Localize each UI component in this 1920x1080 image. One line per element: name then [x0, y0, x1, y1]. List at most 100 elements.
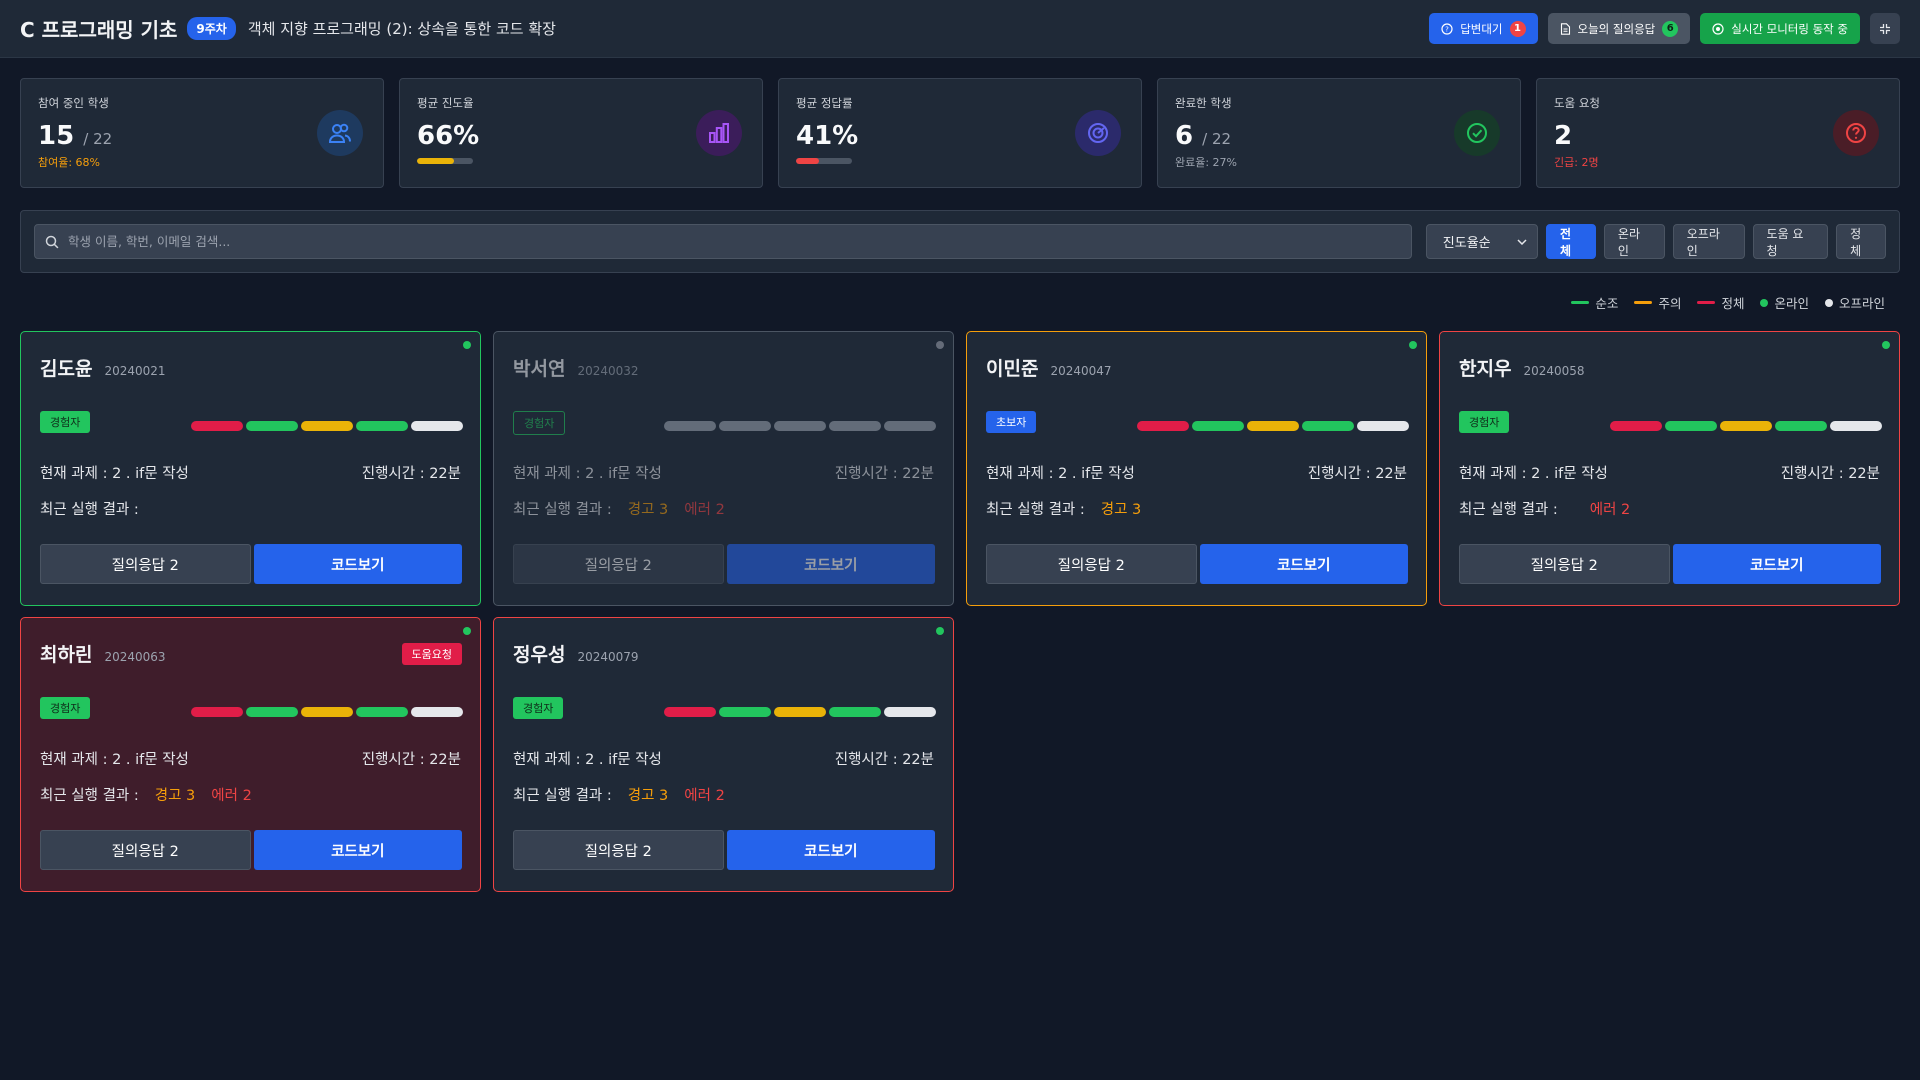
top-header: C 프로그래밍 기초 9주차 객체 지향 프로그래밍 (2): 상속을 통한 코… [0, 0, 1920, 58]
sort-select[interactable]: 진도율순 [1425, 224, 1539, 259]
elapsed-time: 진행시간 : 22분 [834, 752, 934, 768]
elapsed-time: 진행시간 : 22분 [361, 466, 461, 482]
run-result: 최근 실행 결과 : 경고 3 에러 2 [513, 502, 725, 518]
current-task: 현재 과제 : 2 . if문 작성 [40, 752, 189, 768]
qa-button[interactable]: 질의응답 2 [513, 830, 724, 870]
student-name: 정우성 [513, 644, 566, 666]
live-monitoring-button[interactable]: 실시간 모니터링 동작 중 [1700, 13, 1860, 44]
legend: 순조 주의 정체 온라인 오프라인 [1571, 293, 1885, 312]
student-id: 20240047 [1050, 364, 1112, 378]
live-monitoring-label: 실시간 모니터링 동작 중 [1731, 21, 1848, 36]
view-code-button[interactable]: 코드보기 [726, 830, 935, 870]
view-code-button[interactable]: 코드보기 [726, 544, 935, 584]
view-code-button[interactable]: 코드보기 [253, 544, 462, 584]
stat-value: 41% [796, 121, 859, 151]
student-card[interactable]: 박서연 20240032 경험자 현재 과제 : 2 . if문 작성 진행시간 :… [493, 331, 954, 606]
stat-card-help: 도움 요청 2 긴급: 2명 [1536, 78, 1900, 188]
accuracy-bar [796, 158, 852, 164]
qa-button[interactable]: 질의응답 2 [986, 544, 1197, 584]
elapsed-time: 진행시간 : 22분 [1780, 466, 1880, 482]
filter-online-button[interactable]: 온라인 [1603, 224, 1665, 259]
student-id: 20240058 [1523, 364, 1585, 378]
stat-label: 참여 중인 학생 [38, 96, 109, 110]
run-result: 최근 실행 결과 : 경고 3 에러 2 [40, 788, 252, 804]
level-badge: 경험자 [40, 411, 91, 433]
sort-selected-value: 진도율순 [1442, 236, 1491, 251]
run-result: 최근 실행 결과 : [40, 502, 139, 518]
level-badge: 경험자 [513, 697, 564, 719]
view-code-button[interactable]: 코드보기 [253, 830, 462, 870]
filter-help-button[interactable]: 도움 요청 [1752, 224, 1829, 259]
filter-stalled-button[interactable]: 정체 [1836, 224, 1886, 259]
search-box[interactable] [34, 224, 1412, 259]
student-id: 20240063 [104, 650, 166, 664]
online-status-dot [463, 341, 471, 349]
run-result: 최근 실행 결과 : 에러 2 [1459, 502, 1631, 518]
document-icon [1560, 22, 1571, 35]
qa-button[interactable]: 질의응답 2 [1459, 544, 1670, 584]
svg-text:?: ? [1445, 25, 1449, 33]
online-status-dot [936, 627, 944, 635]
stat-sub: / 22 [83, 130, 113, 148]
legend-item-smooth: 순조 [1571, 293, 1618, 312]
run-result: 최근 실행 결과 : 경고 3 [986, 502, 1142, 518]
student-card[interactable]: 이민준 20240047 초보자 현재 과제 : 2 . if문 작성 진행시간 :… [966, 331, 1427, 606]
student-name: 박서연 [513, 358, 566, 380]
today-qa-button[interactable]: 오늘의 질의응답 6 [1547, 13, 1691, 44]
gauge-icon [1075, 110, 1121, 156]
qa-button[interactable]: 질의응답 2 [40, 544, 251, 584]
qa-button[interactable]: 질의응답 2 [513, 544, 724, 584]
run-result: 최근 실행 결과 : 경고 3 에러 2 [513, 788, 725, 804]
filter-offline-button[interactable]: 오프라인 [1672, 224, 1745, 259]
stat-note: 참여율: 68% [38, 156, 101, 169]
level-badge: 경험자 [40, 697, 91, 719]
level-badge: 초보자 [986, 411, 1037, 433]
online-status-dot [1882, 341, 1890, 349]
view-code-button[interactable]: 코드보기 [1672, 544, 1881, 584]
stat-note: 완료율: 27% [1175, 156, 1238, 169]
waiting-count-badge: 1 [1509, 20, 1526, 37]
lesson-title: 객체 지향 프로그래밍 (2): 상속을 통한 코드 확장 [247, 20, 556, 38]
collapse-icon [1879, 23, 1891, 35]
student-card[interactable]: 김도윤 20240021 경험자 현재 과제 : 2 . if문 작성 진행시간 :… [20, 331, 481, 606]
student-name: 한지우 [1459, 358, 1512, 380]
search-icon [45, 235, 59, 249]
student-id: 20240079 [577, 650, 639, 664]
current-task: 현재 과제 : 2 . if문 작성 [513, 752, 662, 768]
stat-value: 15 [38, 121, 75, 151]
elapsed-time: 진행시간 : 22분 [1307, 466, 1407, 482]
level-badge: 경험자 [513, 411, 566, 435]
record-icon [1712, 22, 1724, 35]
student-id: 20240032 [577, 364, 639, 378]
stat-note: 긴급: 2명 [1554, 156, 1599, 169]
qa-button[interactable]: 질의응답 2 [40, 830, 251, 870]
online-status-dot [463, 627, 471, 635]
users-icon [317, 110, 363, 156]
filter-all-button[interactable]: 전체 [1546, 224, 1596, 259]
view-code-button[interactable]: 코드보기 [1199, 544, 1408, 584]
legend-item-offline: 오프라인 [1824, 293, 1885, 312]
legend-item-stalled: 정체 [1697, 293, 1744, 312]
student-card[interactable]: 최하린 20240063 도움요청 경험자 현재 과제 : 2 . if문 작성 진… [20, 617, 481, 892]
progress-segments [191, 421, 463, 431]
student-name: 이민준 [986, 358, 1039, 380]
current-task: 현재 과제 : 2 . if문 작성 [1459, 466, 1608, 482]
elapsed-time: 진행시간 : 22분 [361, 752, 461, 768]
help-request-badge: 도움요청 [401, 643, 462, 665]
student-card[interactable]: 정우성 20240079 경험자 현재 과제 : 2 . if문 작성 진행시간 :… [493, 617, 954, 892]
current-task: 현재 과제 : 2 . if문 작성 [986, 466, 1135, 482]
waiting-answers-button[interactable]: ? 답변대기 1 [1429, 13, 1538, 44]
stat-sub: / 22 [1202, 130, 1232, 148]
search-input[interactable] [68, 234, 1401, 249]
student-name: 최하린 [40, 644, 93, 666]
stat-card-participating: 참여 중인 학생 15 / 22 참여율: 68% [20, 78, 384, 188]
current-task: 현재 과제 : 2 . if문 작성 [513, 466, 662, 482]
level-badge: 경험자 [1459, 411, 1510, 433]
collapse-button[interactable] [1870, 13, 1900, 44]
progress-segments [1610, 421, 1882, 431]
legend-item-online: 온라인 [1760, 293, 1809, 312]
student-card[interactable]: 한지우 20240058 경험자 현재 과제 : 2 . if문 작성 진행시간 :… [1439, 331, 1900, 606]
chevron-down-icon [1517, 238, 1527, 245]
today-qa-label: 오늘의 질의응답 [1577, 21, 1656, 36]
course-title: C 프로그래밍 기초 [20, 18, 178, 42]
